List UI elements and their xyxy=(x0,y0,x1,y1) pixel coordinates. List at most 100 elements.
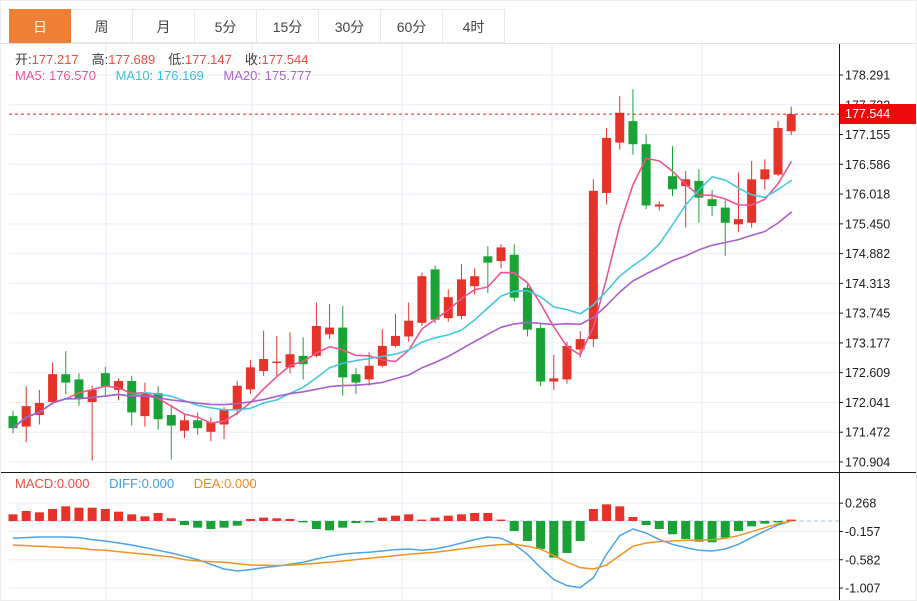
tab-15min[interactable]: 15分 xyxy=(257,9,319,43)
macd-histogram-bar xyxy=(153,513,163,521)
candle-body xyxy=(338,327,348,378)
macd-histogram-bar xyxy=(536,521,546,549)
candle-body xyxy=(61,374,71,383)
macd-histogram-bar xyxy=(179,521,189,525)
macd-histogram-bar xyxy=(8,514,18,521)
macd-histogram-bar xyxy=(100,509,110,521)
macd-tick-label: 0.268 xyxy=(845,497,876,511)
macd-histogram-bar xyxy=(325,521,335,531)
candle-body xyxy=(654,204,664,207)
macd-histogram-bar xyxy=(747,521,757,527)
candle-body xyxy=(733,219,743,225)
macd-histogram-bar xyxy=(562,521,572,553)
candle-body xyxy=(351,374,361,383)
candle-body xyxy=(364,365,374,380)
candle-body xyxy=(87,389,97,402)
macd-histogram-bar xyxy=(272,518,282,521)
candle-body xyxy=(681,179,691,187)
diff-line xyxy=(12,520,792,589)
candle-body xyxy=(588,190,598,340)
tab-5min[interactable]: 5分 xyxy=(195,9,257,43)
candle-body xyxy=(509,254,519,298)
macd-histogram-bar xyxy=(668,521,677,535)
candle-body xyxy=(166,415,176,426)
dea-line xyxy=(12,520,792,570)
macd-histogram-bar xyxy=(470,513,480,521)
price-tick-label: 177.155 xyxy=(845,128,890,142)
price-tick-label: 173.745 xyxy=(845,307,890,321)
macd-histogram-bar xyxy=(588,509,598,521)
macd-tick-label: -0.582 xyxy=(845,553,880,567)
macd-histogram-bar xyxy=(628,517,638,521)
candle-body xyxy=(430,269,440,320)
macd-histogram-bar xyxy=(773,521,783,523)
macd-histogram-bar xyxy=(483,513,493,521)
candle-body xyxy=(153,393,163,420)
candle-body xyxy=(74,379,84,399)
candle-body xyxy=(34,402,44,416)
candle-body xyxy=(140,393,150,417)
candle-body xyxy=(549,378,559,382)
candle-body xyxy=(311,325,321,356)
candle-body xyxy=(760,169,770,180)
candle-body xyxy=(707,199,717,207)
tab-monthly[interactable]: 月 xyxy=(133,9,195,43)
candle-body xyxy=(747,179,757,223)
candle-body xyxy=(786,114,796,132)
candle-body xyxy=(232,385,242,410)
price-tick-label: 172.609 xyxy=(845,366,890,380)
macd-histogram-bar xyxy=(575,521,585,541)
macd-histogram-bar xyxy=(509,521,519,531)
macd-histogram-bar xyxy=(430,517,440,521)
macd-histogram-bar xyxy=(707,521,717,543)
macd-histogram-bar xyxy=(232,521,242,526)
macd-histogram-bar xyxy=(694,521,704,542)
candle-body xyxy=(443,297,453,319)
candle-body xyxy=(206,422,216,432)
macd-histogram-bar xyxy=(114,511,124,521)
macd-histogram-bar xyxy=(786,519,796,521)
price-tick-label: 170.904 xyxy=(845,455,890,469)
macd-tick-label: -0.157 xyxy=(845,525,880,539)
candle-body xyxy=(496,247,506,262)
macd-histogram-bar xyxy=(34,512,44,521)
price-tick-label: 174.882 xyxy=(845,247,890,261)
tab-60min[interactable]: 60分 xyxy=(381,9,443,43)
macd-histogram-bar xyxy=(417,519,427,521)
candle-body xyxy=(483,256,493,263)
macd-histogram-bar xyxy=(654,521,664,529)
tab-weekly[interactable]: 周 xyxy=(71,9,133,43)
macd-histogram-bar xyxy=(21,511,31,521)
price-tick-label: 171.472 xyxy=(845,426,890,440)
candle-body xyxy=(404,320,414,337)
macd-histogram-bar xyxy=(259,517,269,521)
current-price-tag: 177.544 xyxy=(840,104,916,124)
candle-body xyxy=(298,355,308,365)
ma10-line xyxy=(12,176,793,429)
candle-body xyxy=(179,420,189,431)
ma20-line xyxy=(12,211,793,429)
candle-body xyxy=(100,373,110,387)
price-tick-label: 174.313 xyxy=(845,277,890,291)
candle-body xyxy=(575,339,585,350)
price-tick-label: 176.018 xyxy=(845,188,890,202)
macd-histogram-bar xyxy=(219,521,229,528)
macd-histogram-bar xyxy=(522,521,532,541)
macd-histogram-bar xyxy=(681,521,691,539)
macd-histogram-bar xyxy=(127,514,137,521)
macd-histogram-bar xyxy=(456,514,466,521)
candle-body xyxy=(773,127,783,175)
candle-body xyxy=(259,358,269,372)
tab-daily[interactable]: 日 xyxy=(9,9,71,43)
macd-histogram-bar xyxy=(351,521,361,523)
macd-histogram-bar xyxy=(245,519,255,521)
candle-body xyxy=(219,409,229,425)
candle-body xyxy=(417,276,427,323)
candle-body xyxy=(193,420,203,429)
tab-4hour[interactable]: 4时 xyxy=(443,9,505,43)
macd-histogram-bar xyxy=(733,521,743,531)
tab-30min[interactable]: 30分 xyxy=(319,9,381,43)
macd-histogram-bar xyxy=(641,521,651,525)
